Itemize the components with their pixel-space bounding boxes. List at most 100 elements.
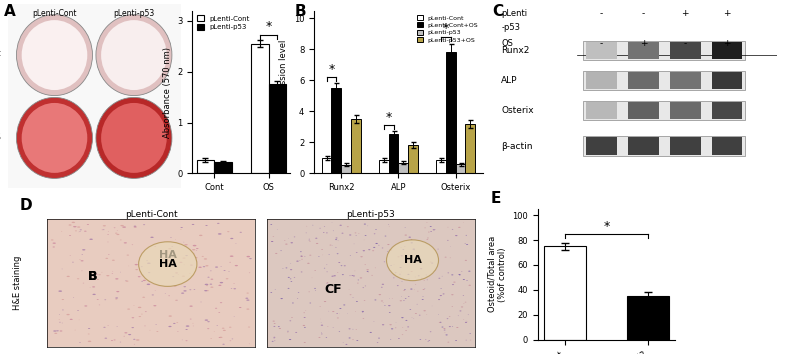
Ellipse shape bbox=[58, 290, 62, 292]
FancyBboxPatch shape bbox=[586, 137, 617, 155]
Ellipse shape bbox=[220, 282, 223, 283]
Text: A: A bbox=[4, 4, 16, 18]
Ellipse shape bbox=[93, 294, 96, 295]
Ellipse shape bbox=[458, 274, 461, 275]
Ellipse shape bbox=[367, 271, 369, 272]
Ellipse shape bbox=[405, 320, 407, 321]
Ellipse shape bbox=[444, 257, 447, 258]
Ellipse shape bbox=[196, 248, 199, 249]
Ellipse shape bbox=[458, 227, 461, 228]
Ellipse shape bbox=[272, 236, 274, 237]
Ellipse shape bbox=[429, 331, 432, 332]
Ellipse shape bbox=[469, 285, 471, 286]
Bar bbox=[408, 145, 418, 173]
Text: pLenti-Cont: pLenti-Cont bbox=[32, 9, 77, 18]
Ellipse shape bbox=[443, 293, 444, 294]
Ellipse shape bbox=[339, 225, 341, 226]
Ellipse shape bbox=[143, 224, 145, 225]
Ellipse shape bbox=[449, 326, 451, 327]
Ellipse shape bbox=[456, 327, 458, 328]
Ellipse shape bbox=[389, 312, 391, 313]
Ellipse shape bbox=[356, 301, 358, 302]
Ellipse shape bbox=[89, 239, 93, 240]
Ellipse shape bbox=[147, 284, 150, 285]
Ellipse shape bbox=[53, 246, 55, 247]
Ellipse shape bbox=[230, 256, 233, 257]
Ellipse shape bbox=[444, 328, 446, 329]
FancyBboxPatch shape bbox=[628, 72, 659, 89]
Text: B: B bbox=[88, 270, 97, 283]
Ellipse shape bbox=[175, 272, 178, 274]
Ellipse shape bbox=[324, 226, 325, 227]
Ellipse shape bbox=[98, 274, 100, 275]
Ellipse shape bbox=[408, 237, 411, 238]
Ellipse shape bbox=[408, 296, 410, 297]
Text: OS: OS bbox=[0, 133, 1, 142]
Ellipse shape bbox=[345, 344, 348, 345]
Ellipse shape bbox=[148, 272, 150, 273]
Ellipse shape bbox=[388, 224, 389, 225]
Ellipse shape bbox=[285, 244, 287, 245]
Ellipse shape bbox=[103, 229, 104, 230]
Ellipse shape bbox=[210, 270, 212, 271]
Ellipse shape bbox=[423, 310, 426, 311]
Ellipse shape bbox=[79, 342, 81, 343]
Ellipse shape bbox=[246, 299, 250, 301]
Ellipse shape bbox=[455, 235, 458, 236]
Ellipse shape bbox=[231, 288, 232, 289]
Ellipse shape bbox=[112, 259, 115, 261]
Ellipse shape bbox=[338, 331, 340, 332]
Ellipse shape bbox=[227, 231, 229, 232]
Ellipse shape bbox=[168, 261, 170, 262]
Ellipse shape bbox=[235, 265, 238, 266]
Text: β-actin: β-actin bbox=[502, 142, 533, 150]
Ellipse shape bbox=[172, 276, 174, 277]
Text: +: + bbox=[640, 39, 647, 48]
Ellipse shape bbox=[278, 326, 279, 327]
Ellipse shape bbox=[375, 243, 378, 244]
Ellipse shape bbox=[290, 242, 293, 243]
Ellipse shape bbox=[362, 312, 363, 313]
Ellipse shape bbox=[271, 241, 273, 242]
FancyBboxPatch shape bbox=[712, 42, 743, 59]
Ellipse shape bbox=[154, 246, 156, 247]
Ellipse shape bbox=[77, 227, 80, 228]
Bar bbox=[331, 88, 341, 173]
Ellipse shape bbox=[270, 292, 272, 293]
FancyBboxPatch shape bbox=[712, 72, 743, 89]
Ellipse shape bbox=[407, 274, 410, 275]
Ellipse shape bbox=[440, 295, 442, 296]
Ellipse shape bbox=[400, 255, 403, 256]
Ellipse shape bbox=[447, 240, 449, 241]
Ellipse shape bbox=[95, 274, 97, 275]
Text: CF: CF bbox=[325, 283, 342, 296]
Ellipse shape bbox=[352, 297, 353, 298]
Ellipse shape bbox=[88, 328, 90, 329]
Ellipse shape bbox=[177, 322, 178, 323]
Ellipse shape bbox=[102, 229, 103, 230]
Text: -: - bbox=[684, 39, 687, 48]
Ellipse shape bbox=[126, 280, 129, 282]
Bar bbox=[214, 162, 232, 173]
Ellipse shape bbox=[189, 289, 192, 290]
Ellipse shape bbox=[73, 297, 74, 298]
Text: *: * bbox=[443, 22, 449, 35]
Ellipse shape bbox=[215, 267, 218, 268]
Text: HA: HA bbox=[403, 255, 422, 265]
Ellipse shape bbox=[206, 285, 208, 286]
Ellipse shape bbox=[318, 256, 319, 257]
Text: B: B bbox=[294, 4, 306, 18]
Ellipse shape bbox=[124, 242, 127, 244]
Ellipse shape bbox=[195, 250, 197, 251]
FancyBboxPatch shape bbox=[583, 41, 745, 60]
Title: pLenti-p53: pLenti-p53 bbox=[346, 210, 396, 219]
Ellipse shape bbox=[350, 255, 351, 256]
Ellipse shape bbox=[403, 290, 405, 291]
Ellipse shape bbox=[168, 260, 170, 261]
Text: +: + bbox=[681, 9, 689, 18]
Ellipse shape bbox=[185, 329, 188, 330]
Ellipse shape bbox=[185, 255, 188, 256]
Text: pLenti: pLenti bbox=[502, 9, 528, 18]
Ellipse shape bbox=[357, 283, 359, 284]
Ellipse shape bbox=[192, 323, 194, 324]
